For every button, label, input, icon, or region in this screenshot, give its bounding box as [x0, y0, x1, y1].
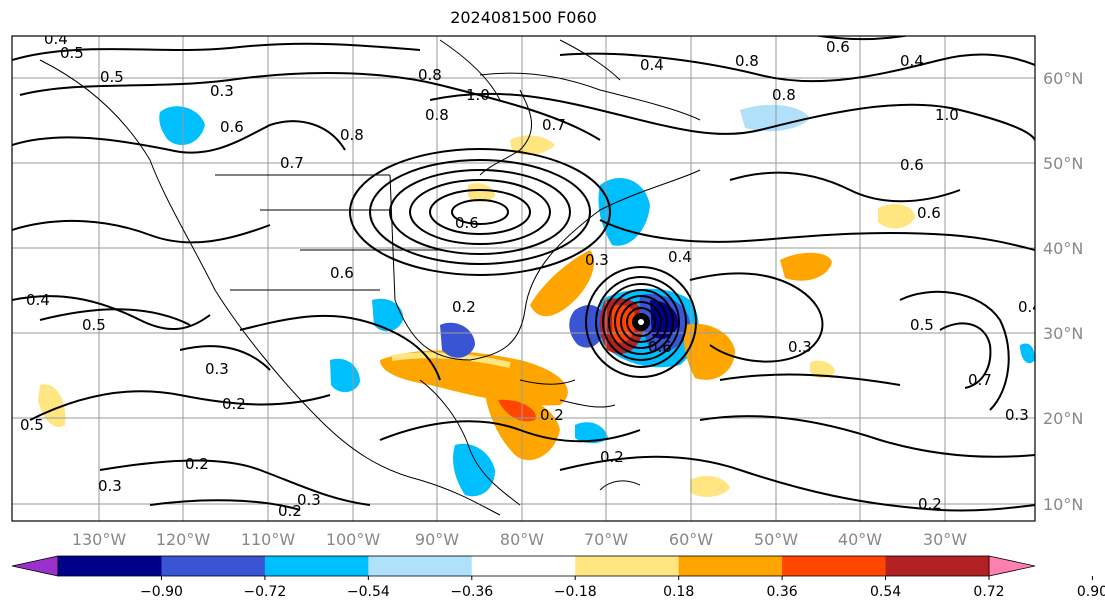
- contour-label: 0.8: [425, 106, 449, 124]
- colorbar-tick-label: 0.72: [973, 584, 1004, 600]
- contour-label: 1.0: [466, 86, 490, 104]
- contour-label: 0.8: [340, 126, 364, 144]
- lat-label: 40°N: [1043, 239, 1083, 258]
- contour-label: 0.3: [585, 251, 609, 269]
- contour-label: 0.7: [968, 371, 992, 389]
- lat-label: 60°N: [1043, 69, 1083, 88]
- longitude-labels: 130°W 120°W 110°W 100°W 90°W 80°W 70°W 6…: [72, 530, 967, 549]
- lon-label: 60°W: [669, 530, 713, 549]
- contour-label: 0.4: [44, 30, 68, 48]
- colorbar-extend-high: [988, 555, 1036, 577]
- colorbar-tick-label: −0.36: [450, 584, 493, 600]
- lon-label: 120°W: [156, 530, 211, 549]
- colorbar-swatch: [782, 556, 887, 576]
- contour-label: 0.5: [100, 68, 124, 86]
- lon-label: 50°W: [754, 530, 798, 549]
- contour-label: 0.5: [60, 44, 84, 62]
- contour-label: 0.7: [280, 154, 304, 172]
- lat-label: 10°N: [1043, 495, 1083, 514]
- contour-label: 0.2: [600, 448, 624, 466]
- colorbar-swatch: [264, 556, 369, 576]
- colorbar-tick-label: −0.54: [347, 584, 390, 600]
- contour-label: 0.5: [910, 316, 934, 334]
- lon-label: 110°W: [241, 530, 296, 549]
- contour-label: 1.0: [935, 106, 959, 124]
- contour-label: 0.6: [648, 338, 672, 356]
- contour-label: 0.4: [1018, 298, 1042, 316]
- contour-label: 0.2: [452, 298, 476, 316]
- contour-label: 0.4: [668, 248, 692, 266]
- lat-label: 30°N: [1043, 324, 1083, 343]
- contour-label: 0.4: [640, 56, 664, 74]
- colorbar-swatch: [161, 556, 266, 576]
- contour-label: 0.6: [220, 118, 244, 136]
- lon-label: 70°W: [584, 530, 628, 549]
- contour-label: 0.3: [788, 338, 812, 356]
- contour-label: 0.8: [735, 52, 759, 70]
- contour-label: 0.4: [26, 291, 50, 309]
- contour-lines: [12, 36, 1035, 512]
- contour-label: 0.6: [900, 156, 924, 174]
- contour-label: 0.3: [205, 360, 229, 378]
- contour-label: 0.2: [222, 395, 246, 413]
- contour-label: 0.3: [98, 477, 122, 495]
- lon-label: 130°W: [72, 530, 127, 549]
- contour-label: 0.3: [297, 491, 321, 509]
- colorbar-extend-low: [11, 555, 59, 577]
- contour-label: 0.2: [918, 495, 942, 513]
- colorbar-tick-label: 0.18: [663, 584, 694, 600]
- contour-label: 0.2: [278, 502, 302, 520]
- map-frame: [11, 35, 1036, 522]
- lon-label: 100°W: [326, 530, 381, 549]
- contour-label: 0.8: [418, 66, 442, 84]
- colorbar-tick-label: −0.90: [140, 584, 183, 600]
- contour-label: 0.7: [542, 116, 566, 134]
- colorbar-swatch: [885, 556, 990, 576]
- contour-label: 0.8: [772, 86, 796, 104]
- colorbar-swatch: [58, 556, 162, 576]
- colorbar: −0.90 −0.72 −0.54 −0.36 −0.18 0.18 0.36 0.54 0.7…: [11, 555, 1105, 600]
- map-title: 2024081500 F060: [450, 8, 597, 27]
- contour-label: 0.6: [330, 264, 354, 282]
- lat-label: 20°N: [1043, 409, 1083, 428]
- lon-label: 90°W: [415, 530, 459, 549]
- lon-label: 30°W: [923, 530, 967, 549]
- storm-eye: [638, 319, 644, 325]
- colorbar-tick-label: −0.18: [554, 584, 597, 600]
- colorbar-swatch: [471, 556, 576, 576]
- lon-label: 40°W: [838, 530, 882, 549]
- colorbar-tick-label: −0.72: [243, 584, 286, 600]
- contour-label: 0.5: [82, 316, 106, 334]
- contour-label: 0.5: [20, 416, 44, 434]
- contour-label: 0.6: [826, 38, 850, 56]
- colorbar-swatch: [575, 556, 680, 576]
- colorbar-tick-label: 0.90: [1077, 584, 1105, 600]
- contour-label: 0.3: [1005, 406, 1029, 424]
- lat-label: 50°N: [1043, 154, 1083, 173]
- colorbar-frame: [57, 555, 990, 577]
- colorbar-swatch: [678, 556, 783, 576]
- contour-label: 0.3: [210, 82, 234, 100]
- contour-label: 0.6: [455, 214, 479, 232]
- lon-label: 80°W: [500, 530, 544, 549]
- colorbar-tick-label: 0.36: [767, 584, 798, 600]
- contour-label: 0.6: [917, 204, 941, 222]
- contour-label: 0.2: [185, 455, 209, 473]
- contour-label-layer: 0.4 0.5 0.5 0.3 0.8 1.0 0.8 0.8 0.6 0.7 …: [20, 30, 1042, 520]
- shaded-field: [38, 104, 1035, 497]
- colorbar-swatch: [368, 556, 473, 576]
- contour-label: 0.2: [540, 406, 564, 424]
- colorbar-tick-label: 0.54: [870, 584, 901, 600]
- latitude-labels: 10°N 20°N 30°N 40°N 50°N 60°N: [1043, 69, 1083, 514]
- contour-label: 0.4: [900, 52, 924, 70]
